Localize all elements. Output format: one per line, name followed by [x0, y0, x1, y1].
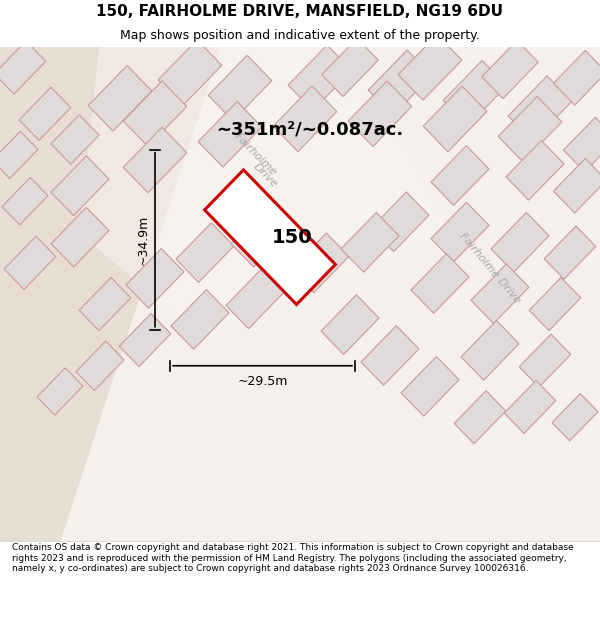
Text: ~351m²/~0.087ac.: ~351m²/~0.087ac. — [217, 120, 404, 138]
Polygon shape — [491, 213, 549, 272]
Polygon shape — [368, 50, 432, 116]
Polygon shape — [123, 81, 187, 146]
Polygon shape — [80, 47, 450, 335]
Polygon shape — [553, 51, 600, 105]
Polygon shape — [361, 326, 419, 385]
Polygon shape — [371, 192, 429, 252]
Polygon shape — [431, 146, 489, 205]
Text: 150, FAIRHOLME DRIVE, MANSFIELD, NG19 6DU: 150, FAIRHOLME DRIVE, MANSFIELD, NG19 6D… — [97, 4, 503, 19]
Polygon shape — [119, 314, 171, 367]
Polygon shape — [126, 249, 184, 308]
Polygon shape — [443, 61, 507, 126]
Polygon shape — [88, 66, 152, 131]
Polygon shape — [498, 96, 562, 162]
Polygon shape — [208, 55, 272, 121]
Polygon shape — [51, 156, 109, 216]
Polygon shape — [322, 38, 378, 96]
Polygon shape — [553, 159, 600, 213]
Polygon shape — [198, 102, 262, 167]
Polygon shape — [0, 131, 38, 179]
Polygon shape — [423, 86, 487, 152]
Polygon shape — [171, 289, 229, 349]
Text: 150: 150 — [272, 228, 313, 247]
Polygon shape — [4, 236, 56, 289]
Polygon shape — [205, 170, 335, 304]
Polygon shape — [37, 368, 83, 415]
Text: ~29.5m: ~29.5m — [238, 374, 287, 388]
Polygon shape — [51, 208, 109, 267]
Polygon shape — [2, 177, 48, 225]
Polygon shape — [506, 141, 564, 200]
Text: ~34.9m: ~34.9m — [137, 214, 149, 265]
Polygon shape — [563, 118, 600, 172]
Polygon shape — [321, 295, 379, 354]
Polygon shape — [231, 208, 289, 267]
Text: Fairholme Drive: Fairholme Drive — [458, 231, 523, 306]
Polygon shape — [552, 394, 598, 441]
Polygon shape — [529, 278, 581, 331]
Text: Contains OS data © Crown copyright and database right 2021. This information is : Contains OS data © Crown copyright and d… — [12, 543, 574, 573]
Polygon shape — [411, 254, 469, 313]
Polygon shape — [273, 86, 337, 152]
Polygon shape — [79, 278, 131, 331]
Polygon shape — [76, 341, 124, 391]
Polygon shape — [544, 226, 596, 279]
Polygon shape — [471, 264, 529, 324]
Polygon shape — [461, 321, 519, 380]
Polygon shape — [51, 115, 99, 164]
Polygon shape — [431, 202, 489, 262]
Polygon shape — [504, 381, 556, 434]
Polygon shape — [508, 76, 572, 141]
Polygon shape — [398, 35, 462, 100]
Polygon shape — [401, 356, 459, 416]
Polygon shape — [0, 47, 220, 541]
Polygon shape — [19, 88, 71, 140]
Polygon shape — [176, 222, 234, 282]
Polygon shape — [288, 45, 352, 111]
Text: Map shows position and indicative extent of the property.: Map shows position and indicative extent… — [120, 29, 480, 42]
Polygon shape — [341, 213, 399, 272]
Polygon shape — [0, 41, 46, 94]
Polygon shape — [0, 47, 600, 541]
Polygon shape — [348, 81, 412, 146]
Polygon shape — [454, 391, 506, 444]
Polygon shape — [291, 233, 349, 292]
Polygon shape — [123, 127, 187, 192]
Polygon shape — [158, 40, 222, 106]
Polygon shape — [226, 269, 284, 329]
Text: Fairholme: Fairholme — [232, 132, 278, 178]
Polygon shape — [482, 41, 538, 99]
Polygon shape — [519, 334, 571, 387]
Text: Drive: Drive — [251, 161, 279, 189]
